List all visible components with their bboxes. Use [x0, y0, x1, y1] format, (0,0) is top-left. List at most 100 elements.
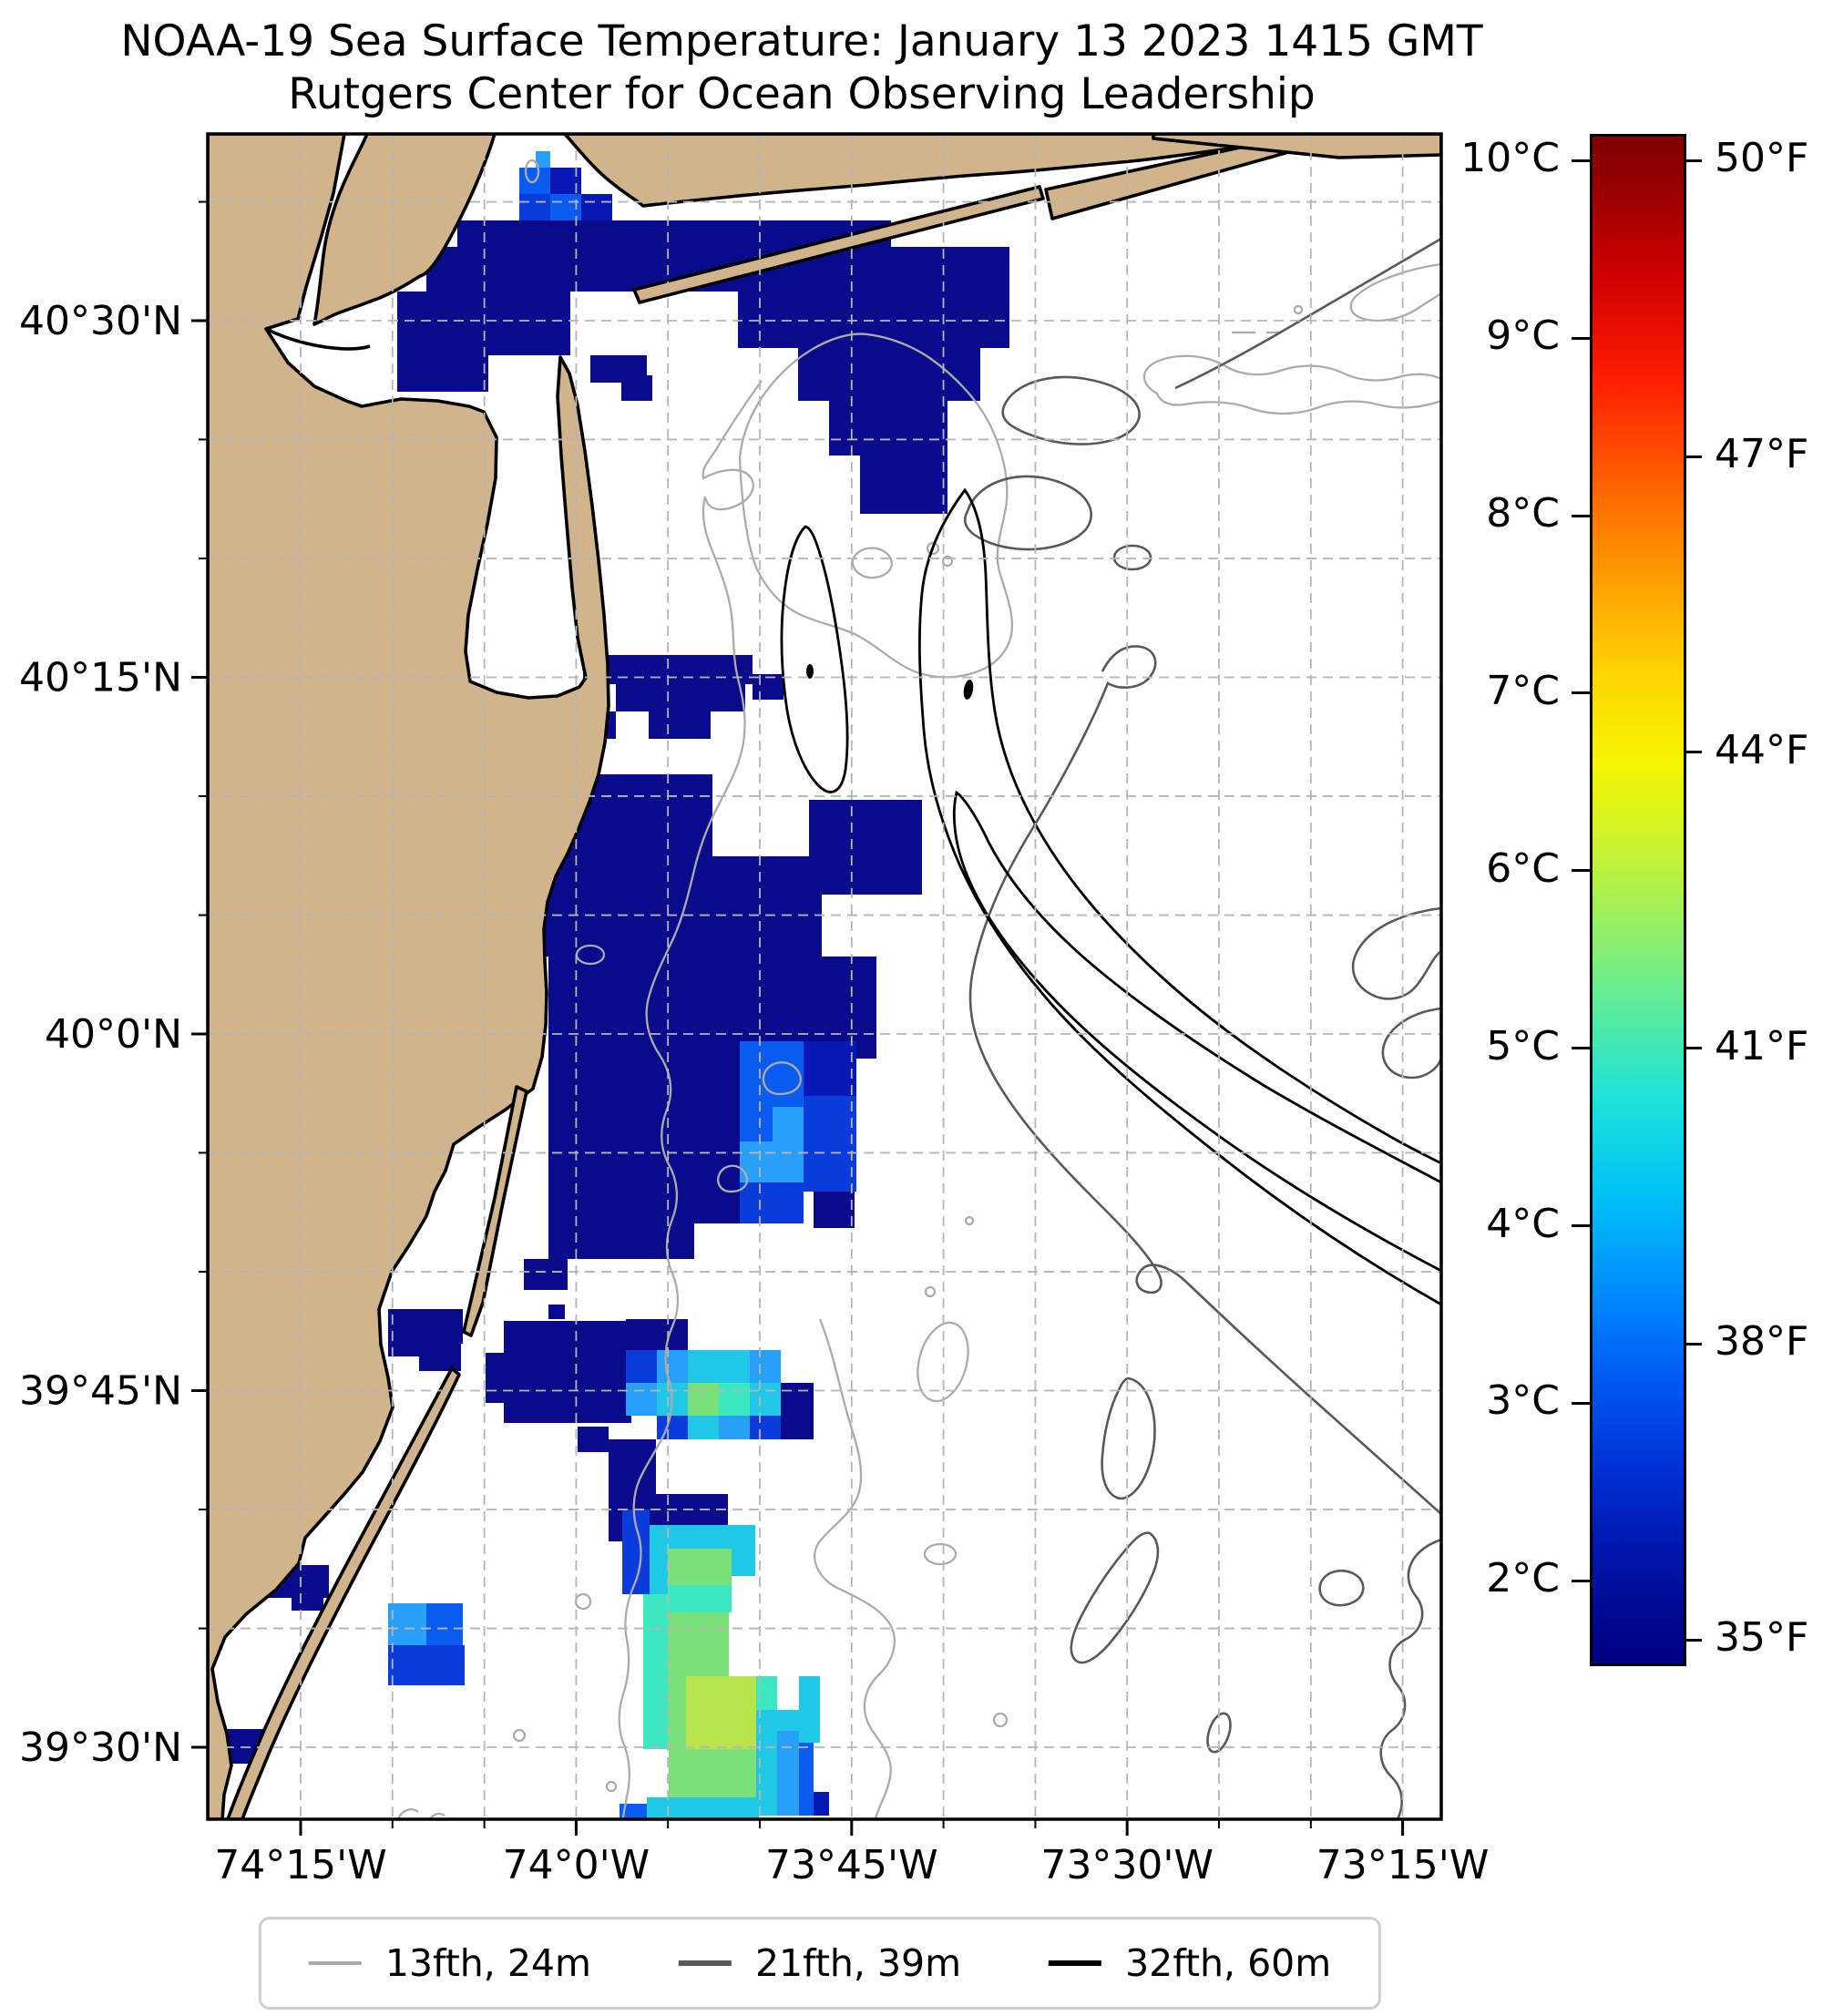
sst-cell	[829, 401, 947, 455]
colorbar-tick	[1684, 1342, 1702, 1346]
colorbar-celsius-label: 8°C	[1486, 490, 1560, 537]
sst-cell	[419, 1344, 461, 1371]
sst-cell	[809, 800, 922, 895]
legend-item: 32fth, 60m	[1049, 1941, 1331, 1985]
colorbar	[1590, 134, 1686, 1666]
colorbar-tick	[1572, 1401, 1590, 1405]
sst-cell	[688, 1350, 719, 1383]
sst-cell	[620, 1804, 647, 1819]
sst-cell	[688, 1416, 719, 1439]
y-axis-tick-label: 40°15'N	[19, 655, 182, 701]
x-axis-tick-label: 74°15'W	[214, 1842, 387, 1888]
sst-cell	[519, 194, 550, 220]
colorbar-tick	[1572, 1047, 1590, 1050]
sst-cell	[732, 1525, 755, 1576]
sst-cell	[388, 1645, 465, 1685]
sst-cell	[524, 1259, 568, 1290]
x-axis-tick-label: 74°0'W	[503, 1842, 650, 1888]
land-long-island-east-sliver	[1152, 134, 1441, 159]
sst-cell	[719, 1383, 750, 1416]
x-axis-tick-label: 73°15'W	[1316, 1842, 1490, 1888]
land-long-island	[563, 134, 1296, 208]
sst-cell	[548, 957, 694, 1259]
colorbar-celsius-label: 7°C	[1486, 667, 1560, 714]
x-axis-tick-label: 73°45'W	[765, 1842, 938, 1888]
sst-cell	[486, 1353, 504, 1403]
colorbar-tick	[1572, 336, 1590, 340]
colorbar-celsius-label: 10°C	[1460, 135, 1560, 182]
y-axis-tick-label: 40°30'N	[19, 298, 182, 344]
y-axis-tick-label: 39°30'N	[19, 1724, 182, 1771]
colorbar-fahrenheit-label: 47°F	[1715, 431, 1809, 478]
sst-cell	[643, 1612, 669, 1749]
colorbar-tick	[1684, 751, 1702, 754]
sst-cell	[799, 1676, 820, 1743]
sst-cell	[292, 1598, 323, 1611]
sst-cell	[756, 1731, 777, 1816]
contour-32fth-60m	[780, 487, 1441, 1306]
gridlines	[208, 134, 1441, 1819]
sst-cell	[799, 1743, 814, 1816]
sst-cell	[649, 711, 711, 739]
sst-cell	[719, 1416, 750, 1439]
sst-cell	[804, 1096, 856, 1151]
map-border	[206, 132, 1443, 1821]
colorbar-celsius-label: 2°C	[1486, 1555, 1560, 1602]
sst-cell	[504, 1321, 631, 1423]
colorbar-fahrenheit-label: 41°F	[1715, 1022, 1809, 1069]
legend-item-label: 21fth, 39m	[754, 1941, 962, 1985]
colorbar-celsius-label: 6°C	[1486, 844, 1560, 892]
sst-cell	[756, 1676, 777, 1710]
colorbar-tick	[1572, 159, 1590, 162]
legend-item-label: 13fth, 24m	[384, 1941, 591, 1985]
sst-cell	[686, 1749, 756, 1797]
legend-item-label: 32fth, 60m	[1125, 1941, 1332, 1985]
land-barrier-rockaway-west	[632, 185, 1045, 304]
legend-line-sample	[1049, 1960, 1102, 1967]
legend: 13fth, 24m 21fth, 39m 32fth, 60m	[258, 1917, 1382, 2010]
sst-cell	[426, 1603, 463, 1645]
sst-cell	[694, 957, 793, 1041]
sst-cell	[686, 1676, 756, 1749]
sst-cell	[804, 1151, 856, 1192]
sst-cell	[753, 674, 783, 700]
sst-cell	[781, 1383, 814, 1439]
y-axis-tick-label: 40°0'N	[45, 1011, 182, 1058]
colorbar-tick	[1572, 691, 1590, 695]
colorbar-celsius-label: 4°C	[1486, 1200, 1560, 1247]
colorbar-fahrenheit-label: 35°F	[1715, 1614, 1809, 1662]
colorbar-celsius-label: 3°C	[1486, 1377, 1560, 1425]
colorbar-fahrenheit-label: 38°F	[1715, 1318, 1809, 1366]
sst-cell	[578, 1427, 609, 1452]
sst-cell	[756, 1710, 799, 1731]
colorbar-tick	[1684, 159, 1702, 162]
sst-cell	[668, 1549, 732, 1585]
colorbar-celsius-label: 9°C	[1486, 312, 1560, 360]
colorbar-tick	[1572, 514, 1590, 517]
sst-cell	[643, 1594, 729, 1612]
sst-cell	[626, 1319, 688, 1350]
sst-cell	[750, 1350, 781, 1383]
sst-cell	[536, 151, 550, 168]
sst-cell	[777, 1731, 799, 1816]
contour-21fth-39m	[964, 237, 1441, 1819]
y-axis-tick-label: 39°45'N	[19, 1368, 182, 1415]
sst-cell	[581, 194, 612, 220]
land-staten-island	[312, 134, 497, 326]
sst-cell	[814, 1792, 829, 1816]
sst-cell	[626, 1383, 657, 1416]
sst-cell	[626, 1350, 657, 1383]
figure-title-line2: Rutgers Center for Ocean Observing Leade…	[288, 69, 1316, 119]
sst-cell	[814, 1192, 855, 1228]
land-barrier-nj-north	[462, 1085, 528, 1337]
sst-cell	[740, 1141, 804, 1182]
sst-cell	[804, 1041, 856, 1096]
sst-cell	[694, 1041, 740, 1223]
sst-cell	[388, 1309, 463, 1344]
colorbar-fahrenheit-label: 50°F	[1715, 135, 1809, 182]
sst-cell	[738, 292, 1009, 348]
legend-item: 21fth, 39m	[678, 1941, 962, 1985]
figure-title-line1: NOAA-19 Sea Surface Temperature: January…	[120, 16, 1483, 67]
axis-labels: 74°15'W 74°0'W 73°45'W 73°30'W 73°15'W 40°30'…	[19, 298, 1489, 1888]
